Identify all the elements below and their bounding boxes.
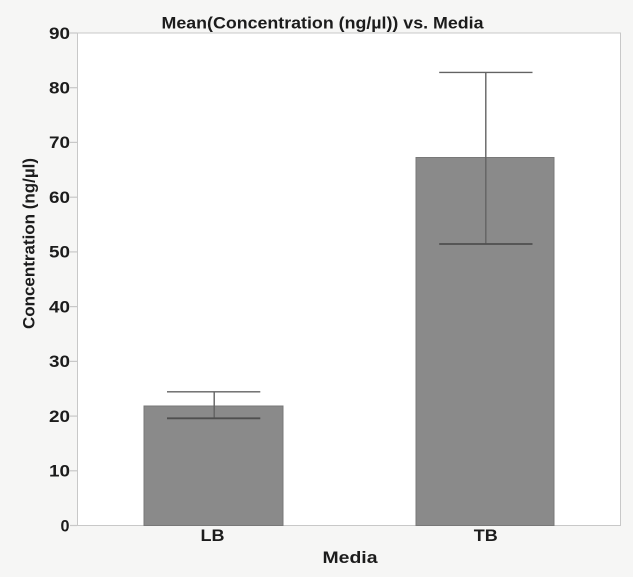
svg-text:50: 50 [49,243,70,262]
svg-text:70: 70 [49,133,70,152]
svg-text:LB: LB [201,526,225,545]
svg-text:Media: Media [323,548,379,567]
svg-text:40: 40 [49,297,70,316]
svg-text:Mean(Concentration (ng/µl)) vs: Mean(Concentration (ng/µl)) vs. Media [162,14,485,33]
svg-text:20: 20 [49,407,70,426]
svg-text:Concentration (ng/µl): Concentration (ng/µl) [20,158,39,329]
svg-text:80: 80 [49,79,70,98]
svg-text:TB: TB [474,526,498,545]
svg-text:10: 10 [49,462,70,481]
svg-text:60: 60 [49,188,70,207]
svg-text:30: 30 [49,352,70,371]
svg-text:90: 90 [49,24,70,43]
svg-text:0: 0 [61,516,70,535]
